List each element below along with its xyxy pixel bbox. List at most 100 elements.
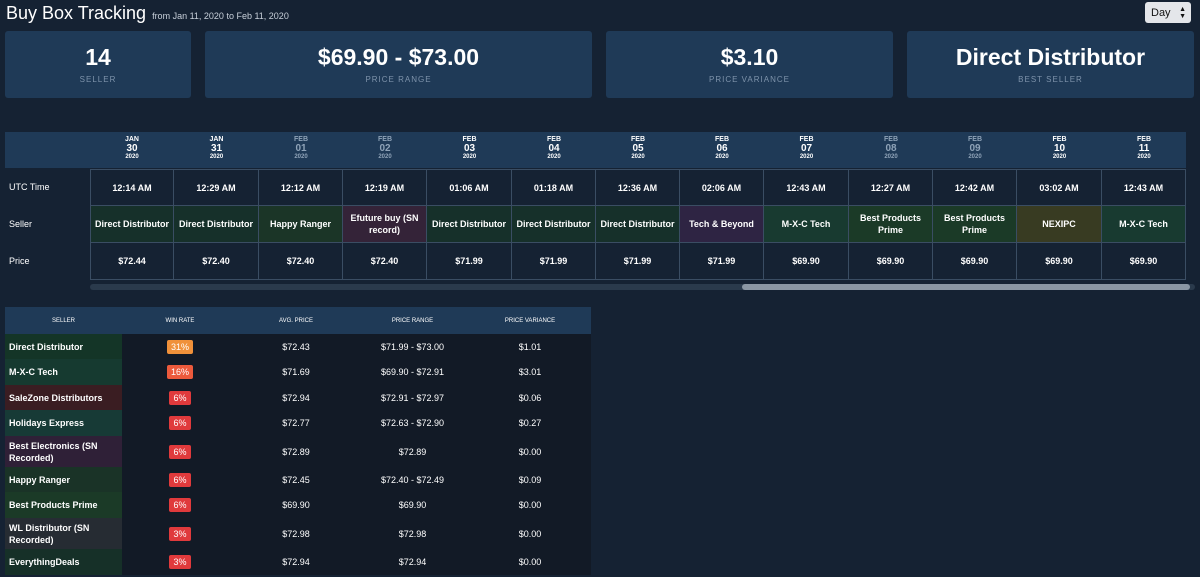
table-row[interactable]: WL Distributor (SN Recorded) 3% $72.98 $72.… [5,518,591,549]
price-cell: $72.40 [174,243,259,280]
header-price-variance: PRICE VARIANCE [504,317,556,324]
avg-price: $72.98 [282,528,310,539]
page-header: Buy Box Tracking from Jan 11, 2020 to Fe… [6,3,289,24]
price-cell: $71.99 [596,243,680,280]
date-header: FEB 08 2020 [849,132,933,168]
date-year: 2020 [715,154,729,160]
timeline-corner [5,132,90,168]
price-cell: $69.90 [1102,243,1186,280]
price-cell: $72.40 [343,243,427,280]
header-avg-price: AVG. PRICE [279,317,313,324]
win-rate-cell: 6% [122,390,238,405]
date-day: 05 [632,143,644,154]
price-cell: $71.99 [427,243,512,280]
seller-cell: Direct Distributor [512,206,596,243]
date-header: FEB 03 2020 [427,132,512,168]
table-row[interactable]: SaleZone Distributors 6% $72.94 $72.91 - $7… [5,385,591,410]
table-row[interactable]: Best Products Prime 6% $69.90 $69.90 $0.00 [5,492,591,518]
date-month: FEB [1052,136,1067,143]
price-variance: $0.00 [518,500,542,510]
seller-cell: Direct Distributor [174,206,259,243]
price-variance: $0.27 [518,418,542,428]
table-row[interactable]: M-X-C Tech 16% $71.69 $69.90 - $72.91 $3.01 [5,359,591,385]
stat-label: PRICE VARIANCE [709,75,790,84]
price-cell: $69.90 [849,243,933,280]
win-rate-badge: 3% [169,555,191,569]
price-variance: $1.01 [518,341,542,352]
table-header: SELLER WIN RATE AVG. PRICE PRICE RANGE P… [5,307,591,334]
seller-cell: NEXIPC [1017,206,1102,243]
avg-price: $72.94 [282,557,310,567]
scrollbar-thumb[interactable] [742,284,1190,290]
period-select[interactable]: Day ▲ ▼ [1145,2,1191,23]
seller-name: Holidays Express [5,410,122,436]
seller-name: M-X-C Tech [5,359,122,385]
seller-cell: Direct Distributor [596,206,680,243]
date-month: FEB [294,136,308,143]
updown-chevron-icon: ▲ ▼ [1179,5,1186,20]
date-day: 31 [210,143,223,154]
date-year: 2020 [378,154,392,160]
date-month: FEB [799,136,814,143]
table-row[interactable]: Direct Distributor 31% $72.43 $71.99 - $73.… [5,334,591,359]
date-month: FEB [631,136,645,143]
date-day: 10 [1053,143,1066,154]
price-variance: $0.09 [518,474,542,485]
win-rate-cell: 6% [122,416,238,430]
table-row[interactable]: EverythingDeals 3% $72.94 $72.94 $0.00 [5,549,591,575]
date-day: 11 [1138,143,1150,154]
seller-stats-table: SELLER WIN RATE AVG. PRICE PRICE RANGE P… [5,307,591,575]
seller-name: Happy Ranger [5,467,122,492]
seller-cell: M-X-C Tech [764,206,849,243]
date-month: FEB [968,136,982,143]
time-cell: 12:43 AM [764,169,849,206]
seller-cell: Best Products Prime [933,206,1017,243]
table-row[interactable]: Best Electronics (SN Recorded) 6% $72.89 $7… [5,436,591,467]
price-cell: $69.90 [933,243,1017,280]
stat-card-price-range: $69.90 - $73.00 PRICE RANGE [205,31,592,98]
date-month: FEB [462,136,477,143]
date-year: 2020 [884,154,898,160]
date-day: 09 [969,143,981,154]
table-row[interactable]: Happy Ranger 6% $72.45 $72.40 - $72.49 $0.09 [5,467,591,492]
date-month: FEB [1137,136,1151,143]
table-row[interactable]: Holidays Express 6% $72.77 $72.63 - $72.90 $… [5,410,591,436]
date-year: 2020 [968,154,982,160]
date-header: JAN 31 2020 [174,132,259,168]
seller-cell: Happy Ranger [259,206,343,243]
seller-cell: Direct Distributor [90,206,174,243]
avg-price: $72.89 [282,446,310,457]
time-cell: 12:19 AM [343,169,427,206]
stat-value: 14 [85,44,111,70]
seller-name: WL Distributor (SN Recorded) [5,518,122,549]
date-header: FEB 05 2020 [596,132,680,168]
seller-cell: Best Products Prime [849,206,933,243]
stat-value: $69.90 - $73.00 [317,44,480,70]
date-day: 02 [379,143,391,154]
price-cell: $71.99 [680,243,764,280]
date-month: FEB [715,136,729,143]
date-year: 2020 [547,154,561,160]
price-range: $72.63 - $72.90 [380,418,445,428]
stat-label: BEST SELLER [1018,75,1083,84]
timeline-scrollbar[interactable] [90,284,1195,290]
seller-name: Direct Distributor [5,334,122,359]
date-year: 2020 [631,154,645,160]
header-seller: SELLER [51,317,75,324]
seller-name: Best Products Prime [5,492,122,518]
time-cell: 01:18 AM [512,169,596,206]
date-day: 01 [295,143,307,154]
row-label-utc-time: UTC Time [5,169,90,205]
price-range: $71.99 - $73.00 [380,341,445,352]
date-year: 2020 [125,154,139,160]
stat-value: Direct Distributor [955,44,1146,70]
seller-name: Best Electronics (SN Recorded) [5,436,122,467]
date-header: FEB 04 2020 [512,132,596,168]
avg-price: $72.43 [282,341,310,352]
price-range: $69.90 - $72.91 [380,367,445,377]
time-cell: 01:06 AM [427,169,512,206]
date-year: 2020 [462,154,477,160]
seller-cell: M-X-C Tech [1102,206,1186,243]
row-label-price: Price [5,243,90,279]
win-rate-cell: 6% [122,472,238,487]
